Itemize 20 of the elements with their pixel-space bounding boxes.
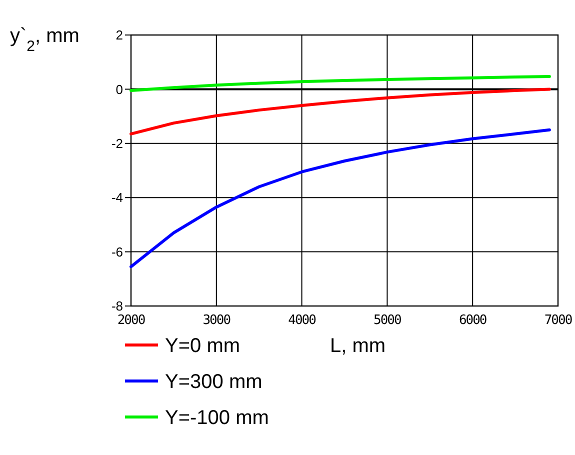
y-tick-label: -2 — [111, 136, 123, 151]
x-tick-label: 7000 — [544, 313, 572, 328]
y-tick-label: 2 — [116, 28, 123, 43]
line-series — [130, 74, 551, 92]
x-tick-label: 6000 — [458, 313, 486, 328]
y-axis-title: y`$_{2}$, mm — [10, 25, 80, 54]
legend-label: Y=-100 mm — [165, 407, 269, 429]
legend-label: Y=300 mm — [165, 371, 262, 393]
y-tick-label: -8 — [111, 298, 123, 314]
x-tick-label: 4000 — [288, 313, 316, 328]
y-tick-label: 0 — [116, 82, 123, 97]
line-series — [130, 88, 551, 136]
y-tick-label: -4 — [111, 190, 123, 206]
legend-label: Y=0 mm — [165, 335, 240, 357]
x-axis-title: L, mm — [330, 335, 386, 357]
x-tick-label: 2000 — [117, 313, 145, 328]
x-tick-label: 5000 — [374, 313, 402, 328]
x-tick-label: 3000 — [202, 313, 230, 328]
y-tick-label: -6 — [111, 244, 123, 260]
line-series — [130, 128, 551, 268]
